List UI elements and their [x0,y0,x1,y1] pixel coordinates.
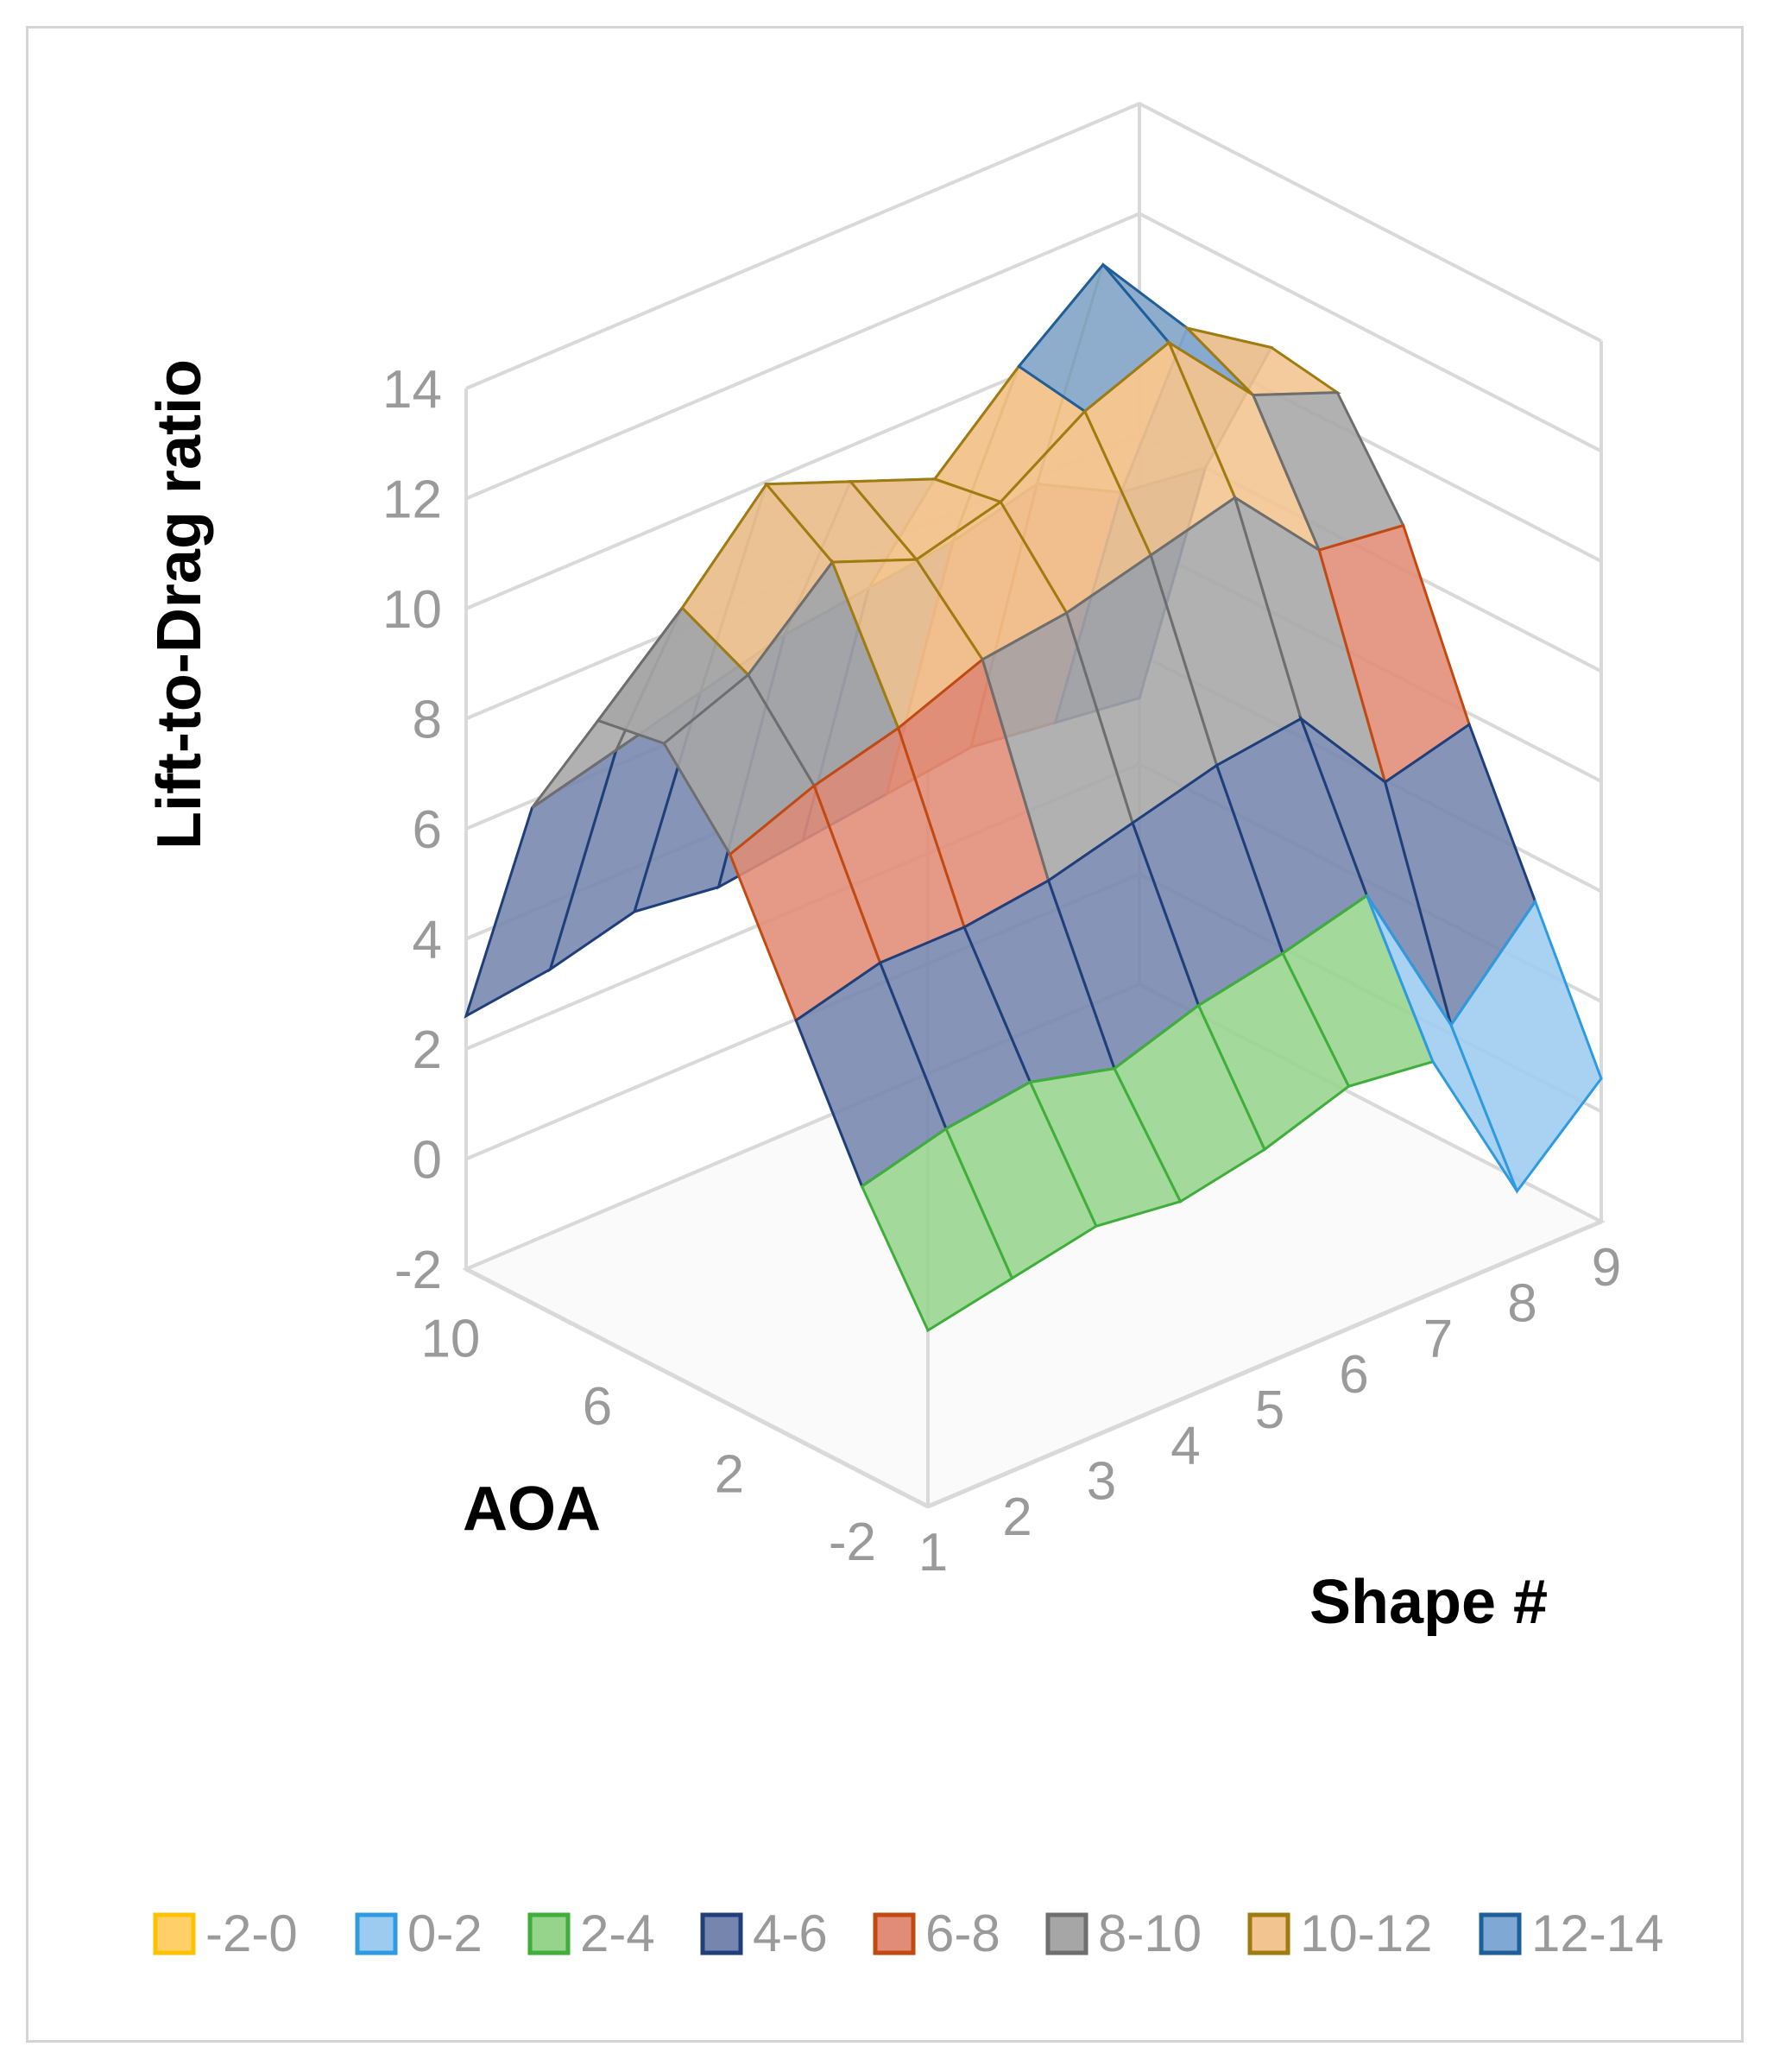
legend-item: 2-4 [527,1905,655,1962]
legend-item: 8-10 [1045,1905,1202,1962]
shape-axis-title: Shape # [1309,1568,1548,1637]
legend-item: 6-8 [873,1905,1000,1962]
legend-label: 0-2 [407,1905,483,1962]
shape-tick-label: 1 [918,1523,948,1582]
z-tick-label: 14 [382,360,442,420]
z-tick-label: -2 [394,1241,442,1300]
z-tick-label: 12 [382,471,442,530]
aoa-axis-line [464,1267,930,1509]
legend-label: 8-10 [1098,1905,1202,1962]
shape-tick-label: 2 [1002,1488,1032,1547]
shape-tick-label: 7 [1423,1310,1453,1369]
z-tick-label: 10 [382,580,442,640]
legend-swatch [873,1912,916,1955]
shape-tick-label: 3 [1087,1452,1116,1512]
legend-item: 10-12 [1247,1905,1432,1962]
z-axis-title: Lift-to-Drag ratio [145,359,214,850]
legend-swatch [527,1912,571,1955]
z-tick-label: 2 [413,1020,442,1080]
surface-mesh [464,262,1603,1333]
z-tick-label: 4 [413,911,442,970]
legend-swatch [1247,1912,1290,1955]
legend-swatch [1479,1912,1522,1955]
legend-item: -2-0 [153,1905,298,1962]
legend-label: -2-0 [205,1905,298,1962]
aoa-axis-title: AOA [463,1475,601,1544]
aoa-tick-label: 6 [583,1377,612,1437]
legend-swatch [153,1912,196,1955]
z-tick-label: 0 [413,1131,442,1191]
aoa-tick-label: 2 [715,1444,744,1504]
legend-swatch [700,1912,743,1955]
surface-cell [1449,898,1603,1194]
legend-swatch [1045,1912,1088,1955]
legend-label: 12-14 [1531,1905,1663,1962]
aoa-tick-label: 10 [420,1309,480,1368]
z-gridline [465,101,1602,390]
legend-label: 2-4 [580,1905,655,1962]
legend-swatch [355,1912,398,1955]
shape-tick-label: 6 [1339,1345,1368,1405]
legend-label: 10-12 [1300,1905,1432,1962]
shape-tick-label: 5 [1255,1380,1284,1440]
legend-item: 4-6 [700,1905,828,1962]
z-tick-label: 6 [413,800,442,860]
legend-label: 6-8 [925,1905,1000,1962]
shape-axis-line [927,1219,1602,1509]
aoa-tick-label: -2 [829,1513,876,1572]
z-tick-label: 8 [413,691,442,750]
shape-tick-label: 4 [1170,1416,1200,1475]
shape-tick-label: 8 [1507,1273,1536,1333]
legend-item: 0-2 [355,1905,483,1962]
legend: -2-0 0-2 2-4 4-6 6-8 8-10 10-12 12-14 [153,1905,1663,1962]
legend-label: 4-6 [753,1905,828,1962]
shape-tick-label: 9 [1592,1238,1621,1298]
legend-item: 12-14 [1479,1905,1663,1962]
